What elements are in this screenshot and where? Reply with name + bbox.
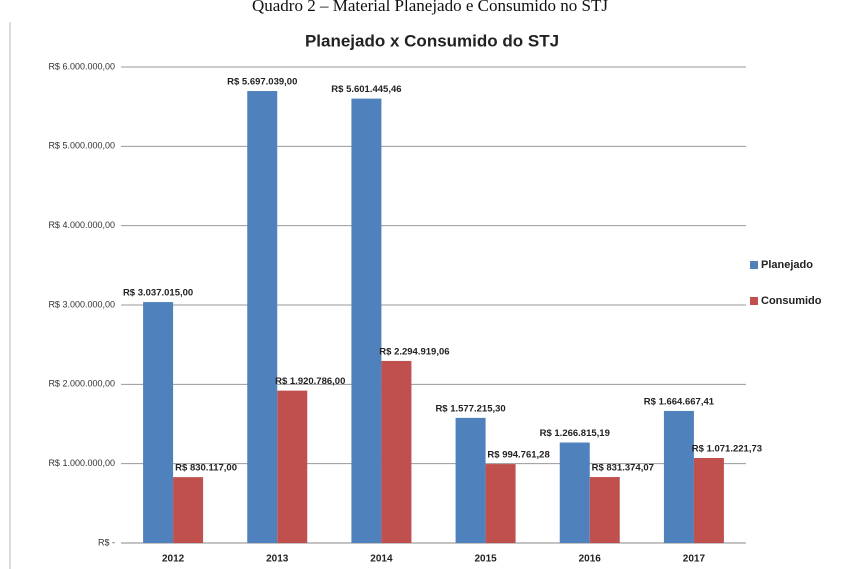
caption: Quadro 2 – Material Planejado e Consumid…: [252, 0, 608, 15]
value-label: R$ 831.374,07: [592, 463, 654, 474]
y-tick-label: R$ -: [98, 537, 115, 547]
y-tick-label: R$ 2.000.000,00: [48, 379, 115, 389]
x-tick-label: 2016: [579, 554, 602, 565]
value-label: R$ 1.664.667,41: [644, 396, 715, 407]
y-tick-label: R$ 5.000.000,00: [48, 141, 115, 151]
legend-label: Consumido: [761, 295, 822, 307]
value-label: R$ 1.920.786,00: [275, 376, 345, 387]
value-label: R$ 5.697.039,00: [227, 77, 297, 88]
x-tick-label: 2013: [266, 554, 289, 565]
y-tick-label: R$ 6.000.000,00: [48, 61, 115, 71]
chart-title: Planejado x Consumido do STJ: [305, 31, 559, 50]
bar: [485, 464, 516, 543]
bar: [559, 442, 590, 543]
legend-label: Planejado: [761, 259, 813, 271]
x-tick-label: 2014: [370, 554, 393, 565]
legend-swatch: [750, 261, 758, 269]
bar: [455, 417, 486, 543]
bar: [663, 410, 694, 543]
bar: [173, 477, 204, 543]
bar: [351, 98, 382, 544]
x-tick-label: 2017: [683, 554, 706, 565]
bar: [277, 390, 308, 543]
value-label: R$ 3.037.015,00: [123, 288, 193, 299]
value-label: R$ 5.601.445,46: [331, 84, 401, 95]
value-label: R$ 994.761,28: [487, 450, 549, 461]
y-tick-label: R$ 4.000.000,00: [48, 220, 115, 230]
bar: [589, 477, 620, 543]
legend-swatch: [750, 297, 758, 305]
value-label: R$ 1.577.215,30: [435, 403, 505, 414]
value-label: R$ 2.294.919,06: [379, 346, 449, 357]
bar: [381, 360, 412, 543]
bar: [247, 91, 278, 543]
y-tick-label: R$ 3.000.000,00: [48, 299, 115, 309]
x-tick-label: 2012: [162, 554, 185, 565]
value-label: R$ 830.117,00: [175, 463, 237, 474]
value-label: R$ 1.071.221,73: [692, 444, 762, 455]
bar: [143, 302, 174, 543]
value-label: R$ 1.266.815,19: [540, 428, 610, 439]
y-tick-label: R$ 1.000.000,00: [48, 458, 115, 468]
x-tick-label: 2015: [474, 554, 497, 565]
bar: [693, 458, 724, 543]
